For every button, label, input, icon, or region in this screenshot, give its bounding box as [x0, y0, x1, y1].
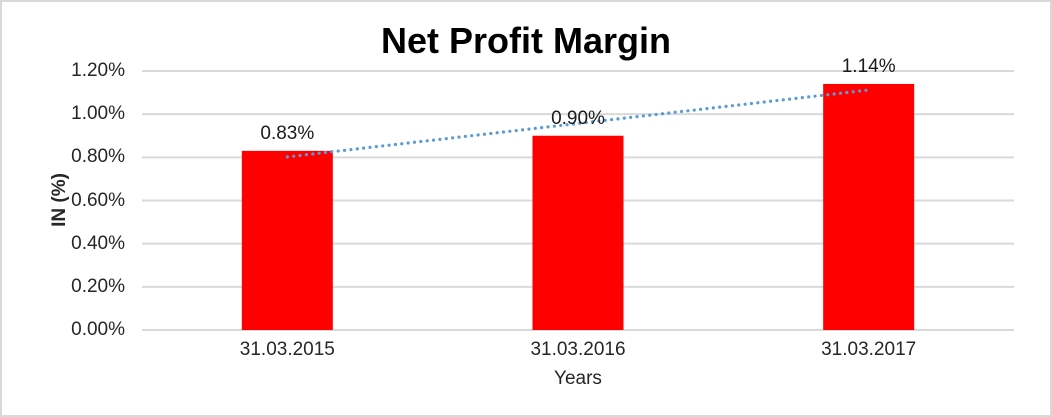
- y-tick-label: 1.00%: [71, 103, 125, 125]
- x-tick-label: 31.03.2017: [821, 339, 917, 360]
- trendline: [285, 88, 871, 159]
- y-tick-label: 0.00%: [71, 319, 125, 340]
- bar: [241, 150, 333, 330]
- y-tick-label: 1.20%: [71, 60, 125, 81]
- bar-value-label: 0.83%: [260, 122, 315, 144]
- bar: [823, 83, 915, 330]
- plot-svg: [142, 69, 1014, 331]
- bar-value-label: 1.14%: [841, 55, 896, 77]
- x-tick-label: 31.03.2016: [530, 339, 626, 360]
- bar-value-label: 0.90%: [551, 107, 605, 129]
- x-axis-title: Years: [554, 368, 602, 389]
- x-tick-label: 31.03.2015: [239, 339, 335, 360]
- chart-title: Net Profit Margin: [380, 20, 671, 61]
- y-tick-label: 0.80%: [71, 146, 125, 168]
- y-tick-label: 0.60%: [71, 189, 125, 211]
- bar: [532, 135, 624, 330]
- plot-area: [142, 69, 1014, 331]
- y-tick-label: 0.40%: [71, 232, 125, 254]
- y-tick-label: 0.20%: [71, 275, 125, 297]
